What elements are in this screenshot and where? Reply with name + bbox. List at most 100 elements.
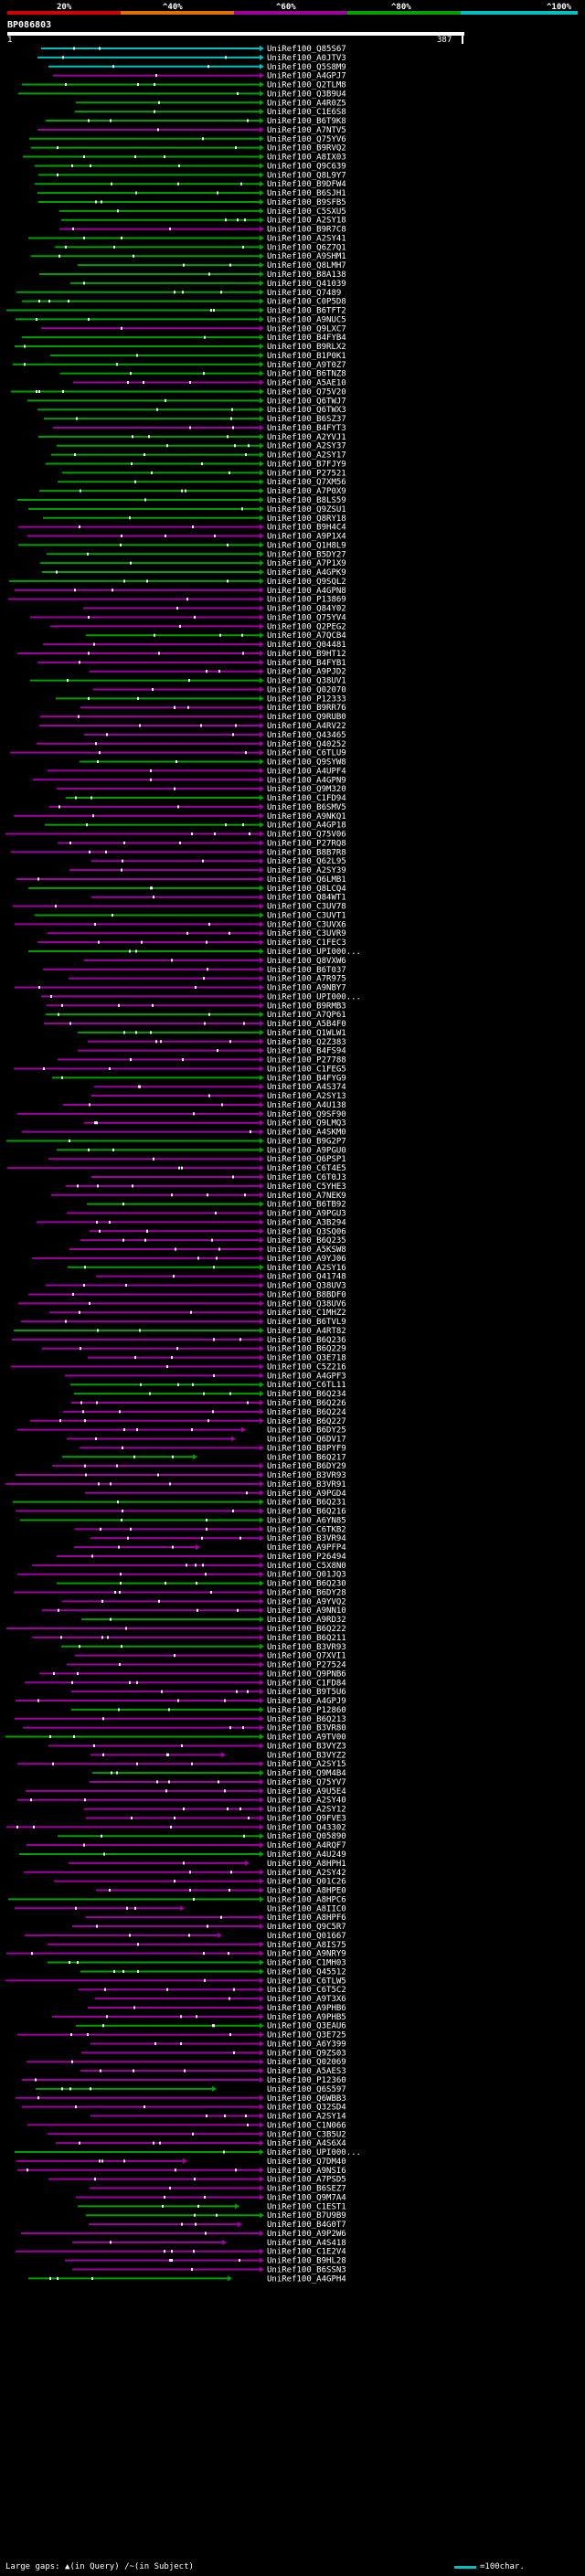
hit-label[interactable]: UniRef100_B6SSN3 xyxy=(267,2265,346,2274)
hit-label[interactable]: UniRef100_A7P1X9 xyxy=(267,559,346,568)
hit-label[interactable]: UniRef100_B4FYB1 xyxy=(267,659,346,668)
hit-label[interactable]: UniRef100_B6SJH1 xyxy=(267,189,346,198)
hit-label[interactable]: UniRef100_B9G2P7 xyxy=(267,1137,346,1146)
hit-label[interactable]: UniRef100_B3VR93 xyxy=(267,1471,346,1480)
hit-label[interactable]: UniRef100_Q6TWX3 xyxy=(267,406,346,415)
hit-label[interactable]: UniRef100_B3VYZ2 xyxy=(267,1751,346,1760)
hit-label[interactable]: UniRef100_A9T0Z7 xyxy=(267,361,346,370)
hit-label[interactable]: UniRef100_B9DFW4 xyxy=(267,180,346,189)
hit-label[interactable]: UniRef100_A9RD32 xyxy=(267,1616,346,1625)
hit-label[interactable]: UniRef100_B6TVL9 xyxy=(267,1318,346,1327)
hit-label[interactable]: UniRef100_C1MHZ2 xyxy=(267,1309,346,1318)
hit-label[interactable]: UniRef100_A4GP18 xyxy=(267,822,346,831)
hit-label[interactable]: UniRef100_Q02069 xyxy=(267,2058,346,2067)
hit-label[interactable]: UniRef100_Q3B9U4 xyxy=(267,90,346,99)
hit-label[interactable]: UniRef100_Q9C639 xyxy=(267,162,346,171)
hit-label[interactable]: UniRef100_C1EST1 xyxy=(267,2202,346,2211)
hit-label[interactable]: UniRef100_A5AES3 xyxy=(267,2067,346,2076)
hit-label[interactable]: UniRef100_P26494 xyxy=(267,1553,346,1562)
hit-label[interactable]: UniRef100_B6Q211 xyxy=(267,1634,346,1643)
hit-label[interactable]: UniRef100_B6SZ37 xyxy=(267,415,346,424)
hit-label[interactable]: UniRef100_C1FD84 xyxy=(267,1679,346,1688)
hit-label[interactable]: UniRef100_B9R7C8 xyxy=(267,226,346,235)
hit-label[interactable]: UniRef100_A7PSD5 xyxy=(267,2176,346,2185)
hit-label[interactable]: UniRef100_Q3SQ06 xyxy=(267,1227,346,1236)
hit-label[interactable]: UniRef100_Q8LCQ4 xyxy=(267,885,346,894)
hit-label[interactable]: UniRef100_A5B4F0 xyxy=(267,1020,346,1029)
hit-label[interactable]: UniRef100_B4FS94 xyxy=(267,1047,346,1056)
hit-label[interactable]: UniRef100_B6Q227 xyxy=(267,1417,346,1426)
hit-label[interactable]: UniRef100_Q6LMB1 xyxy=(267,875,346,885)
hit-label[interactable]: UniRef100_C6T4E5 xyxy=(267,1164,346,1173)
hit-label[interactable]: UniRef100_A9PFP4 xyxy=(267,1543,346,1553)
hit-label[interactable]: UniRef100_A0JTV3 xyxy=(267,54,346,63)
hit-label[interactable]: UniRef100_Q75YV4 xyxy=(267,613,346,622)
hit-label[interactable]: UniRef100_Q8VXW6 xyxy=(267,957,346,966)
hit-label[interactable]: UniRef100_C6T0J3 xyxy=(267,1173,346,1182)
hit-label[interactable]: UniRef100_Q41748 xyxy=(267,1273,346,1282)
hit-label[interactable]: UniRef100_C6TL11 xyxy=(267,1381,346,1390)
hit-label[interactable]: UniRef100_Q9PNB6 xyxy=(267,1670,346,1679)
hit-label[interactable]: UniRef100_A9NN10 xyxy=(267,1606,346,1616)
hit-label[interactable]: UniRef100_Q04481 xyxy=(267,641,346,650)
hit-label[interactable]: UniRef100_A9PGU0 xyxy=(267,1146,346,1155)
hit-label[interactable]: UniRef100_C1E2V4 xyxy=(267,2248,346,2257)
hit-label[interactable]: UniRef100_B8LS59 xyxy=(267,496,346,505)
hit-label[interactable]: UniRef100_Q5S8M9 xyxy=(267,63,346,72)
hit-label[interactable]: UniRef100_B4FYG9 xyxy=(267,1074,346,1083)
hit-label[interactable]: UniRef100_A4GPK9 xyxy=(267,568,346,578)
hit-label[interactable]: UniRef100_Q6DV17 xyxy=(267,1436,346,1445)
hit-label[interactable]: UniRef100_A4GPJ7 xyxy=(267,72,346,81)
hit-label[interactable]: UniRef100_B6SEZ7 xyxy=(267,2185,346,2194)
hit-label[interactable]: UniRef100_B3VR80 xyxy=(267,1724,346,1733)
hit-label[interactable]: UniRef100_C5YHE3 xyxy=(267,1182,346,1192)
hit-label[interactable]: UniRef100_C3UVX6 xyxy=(267,920,346,929)
hit-label[interactable]: UniRef100_Q84WT1 xyxy=(267,894,346,903)
hit-label[interactable]: UniRef100_B8B7R8 xyxy=(267,848,346,857)
hit-label[interactable]: UniRef100_Q1H8L9 xyxy=(267,541,346,550)
hit-label[interactable]: UniRef100_C6TKB2 xyxy=(267,1525,346,1534)
hit-label[interactable]: UniRef100_B6TB92 xyxy=(267,1201,346,1210)
hit-label[interactable]: UniRef100_A2SY14 xyxy=(267,2113,346,2122)
hit-label[interactable]: UniRef100_A4SKM0 xyxy=(267,1129,346,1138)
hit-label[interactable]: UniRef100_P12860 xyxy=(267,1706,346,1715)
hit-label[interactable]: UniRef100_Q9M4B4 xyxy=(267,1769,346,1778)
hit-label[interactable]: UniRef100_A8IIC0 xyxy=(267,1904,346,1913)
hit-label[interactable]: UniRef100_A8IS75 xyxy=(267,1941,346,1950)
hit-label[interactable]: UniRef100_A4GPH4 xyxy=(267,2274,346,2284)
hit-label[interactable]: UniRef100_Q01667 xyxy=(267,1932,346,1941)
hit-label[interactable]: UniRef100_A2SY41 xyxy=(267,234,346,243)
hit-label[interactable]: UniRef100_A8HPC6 xyxy=(267,1895,346,1904)
hit-label[interactable]: UniRef100_Q01C26 xyxy=(267,1878,346,1887)
hit-label[interactable]: UniRef100_Q9SF90 xyxy=(267,1110,346,1119)
hit-label[interactable]: UniRef100_B6DY25 xyxy=(267,1426,346,1436)
hit-label[interactable]: UniRef100_A4R0Z5 xyxy=(267,99,346,108)
hit-label[interactable]: UniRef100_P27RQ8 xyxy=(267,839,346,848)
hit-label[interactable]: UniRef100_C3UVR9 xyxy=(267,929,346,938)
hit-label[interactable]: UniRef100_Q3E718 xyxy=(267,1354,346,1363)
hit-label[interactable]: UniRef100_A2SY39 xyxy=(267,866,346,875)
hit-label[interactable]: UniRef100_A2SY40 xyxy=(267,1797,346,1806)
hit-label[interactable]: UniRef100_C1MH03 xyxy=(267,1959,346,1968)
hit-label[interactable]: UniRef100_C6TLU9 xyxy=(267,749,346,758)
hit-label[interactable]: UniRef100_A9NSI6 xyxy=(267,2167,346,2176)
hit-label[interactable]: UniRef100_Q9RUB0 xyxy=(267,713,346,722)
hit-label[interactable]: UniRef100_B9RR76 xyxy=(267,704,346,713)
hit-label[interactable]: UniRef100_B6Q217 xyxy=(267,1453,346,1462)
hit-label[interactable]: UniRef100_Q3EAU6 xyxy=(267,2022,346,2031)
hit-label[interactable]: UniRef100_A9PHB5 xyxy=(267,2013,346,2022)
hit-label[interactable]: UniRef100_Q9M7A4 xyxy=(267,2193,346,2202)
hit-label[interactable]: UniRef100_B6Q222 xyxy=(267,1625,346,1634)
hit-label[interactable]: UniRef100_B6Q216 xyxy=(267,1508,346,1517)
hit-label[interactable]: UniRef100_Q9FVE3 xyxy=(267,1814,346,1823)
hit-label[interactable]: UniRef100_A8HPE0 xyxy=(267,1887,346,1896)
hit-label[interactable]: UniRef100_P27521 xyxy=(267,469,346,478)
hit-label[interactable]: UniRef100_Q8LMH7 xyxy=(267,261,346,270)
hit-label[interactable]: UniRef100_C5X8N0 xyxy=(267,1562,346,1571)
hit-label[interactable]: UniRef100_B4FYT3 xyxy=(267,424,346,433)
hit-label[interactable]: UniRef100_A8HPF6 xyxy=(267,1913,346,1923)
hit-label[interactable]: UniRef100_Q6Z7Q1 xyxy=(267,243,346,252)
hit-label[interactable]: UniRef100_C0P5D8 xyxy=(267,298,346,307)
hit-label[interactable]: UniRef100_Q3E725 xyxy=(267,2031,346,2041)
hit-label[interactable]: UniRef100_UPI000... xyxy=(267,2148,361,2157)
